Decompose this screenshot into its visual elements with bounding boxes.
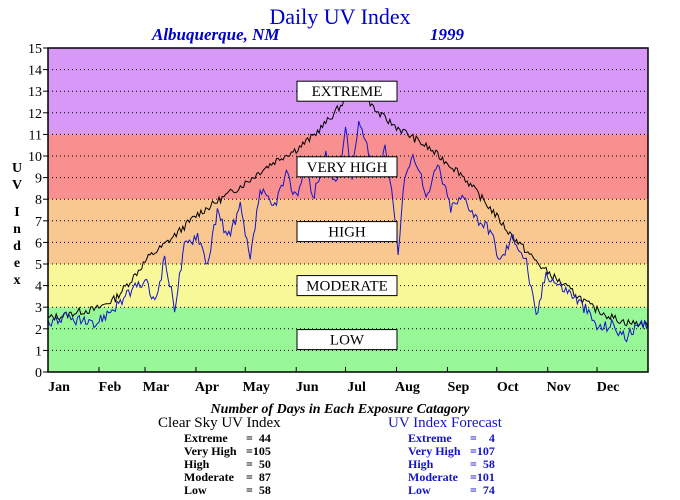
- x-tick-label: Feb: [99, 380, 122, 395]
- band-label-high: HIGH: [296, 221, 398, 243]
- chart-location: Albuquerque, NM: [152, 25, 280, 44]
- forecast-heading: UV Index Forecast: [388, 415, 502, 431]
- forecast-row-label: High: [408, 457, 434, 471]
- x-tick-label: Nov: [547, 380, 571, 395]
- clear-sky-row: Moderate = 87: [184, 471, 281, 484]
- forecast-row-value: = 4: [470, 431, 495, 445]
- clear-sky-row-label: Moderate: [184, 470, 234, 484]
- clear-sky-row-value: = 58: [246, 483, 271, 497]
- clear-sky-row-value: = 44: [246, 431, 271, 445]
- x-tick-label: Dec: [597, 380, 620, 395]
- forecast-row: High = 58: [408, 458, 502, 471]
- y-axis-label-letter: n: [13, 222, 21, 237]
- svg-text:EXTREME: EXTREME: [312, 84, 383, 100]
- forecast-row-value: =101: [470, 470, 495, 484]
- y-tick-label: 12: [28, 107, 42, 122]
- forecast-row-label: Moderate: [408, 470, 458, 484]
- y-axis-label-letter: d: [13, 239, 21, 254]
- y-axis-label-letter: e: [13, 256, 21, 271]
- band-label-low: LOW: [296, 329, 398, 351]
- svg-text:LOW: LOW: [330, 333, 365, 349]
- forecast-row-value: = 74: [470, 483, 495, 497]
- y-tick-label: 5: [35, 258, 42, 273]
- band-label-very-high: VERY HIGH: [296, 156, 398, 178]
- plot-frame: [47, 47, 649, 373]
- clear-sky-row: Extreme = 44: [184, 432, 281, 445]
- y-axis-label-letter: x: [13, 273, 21, 288]
- forecast-row: Moderate =101: [408, 471, 502, 484]
- forecast-row: Very High =107: [408, 445, 502, 458]
- y-axis-label-letter: V: [11, 178, 23, 193]
- svg-text:VERY HIGH: VERY HIGH: [307, 160, 388, 176]
- y-tick-label: 7: [35, 215, 42, 230]
- y-tick-label: 1: [35, 344, 42, 359]
- y-tick-label: 11: [29, 128, 42, 143]
- chart-year: 1999: [430, 25, 464, 44]
- y-tick-label: 2: [35, 323, 42, 338]
- y-tick-label: 0: [35, 366, 42, 381]
- x-tick-label: Jul: [347, 380, 366, 395]
- forecast-row-value: = 58: [470, 457, 495, 471]
- y-tick-label: 10: [28, 150, 42, 165]
- forecast-row-value: =107: [470, 444, 495, 458]
- forecast-row-label: Extreme: [408, 431, 452, 445]
- clear-sky-row-label: Very High: [184, 444, 237, 458]
- forecast-row-label: Low: [408, 483, 431, 497]
- x-tick-label: Jan: [48, 380, 70, 395]
- band-label-extreme: EXTREME: [296, 80, 398, 102]
- clear-sky-row-label: Low: [184, 483, 207, 497]
- y-tick-label: 4: [35, 280, 42, 295]
- y-tick-label: 14: [28, 64, 42, 79]
- chart-title: Daily UV Index: [269, 4, 411, 29]
- y-tick-label: 9: [35, 172, 42, 187]
- band-label-moderate: MODERATE: [296, 275, 398, 297]
- forecast-row: Extreme = 4: [408, 432, 502, 445]
- x-tick-label: Sep: [448, 380, 470, 395]
- x-tick-label: Mar: [143, 380, 169, 395]
- y-tick-label: 6: [35, 236, 42, 251]
- clear-sky-row-value: = 50: [246, 457, 271, 471]
- x-tick-label: May: [243, 380, 270, 395]
- y-axis-label-letter: I: [14, 205, 20, 220]
- x-tick-label: Oct: [497, 380, 519, 395]
- clear-sky-row-label: Extreme: [184, 431, 228, 445]
- clear-sky-row-value: = 87: [246, 470, 271, 484]
- y-tick-label: 3: [35, 301, 42, 316]
- x-tick-label: Apr: [195, 380, 219, 395]
- forecast-series-line: [47, 121, 649, 343]
- y-tick-label: 8: [35, 193, 42, 208]
- stats-title: Number of Days in Each Exposure Catagory: [210, 402, 470, 417]
- y-axis-label-letter: U: [11, 161, 23, 176]
- y-tick-label: 15: [28, 42, 42, 57]
- clear-sky-row-value: =105: [246, 444, 271, 458]
- clear-sky-row: High = 50: [184, 458, 281, 471]
- y-tick-label: 13: [28, 85, 42, 100]
- forecast-panel: UV Index Forecast Extreme = 4 Very High =10…: [388, 415, 502, 497]
- clear-sky-row-label: High: [184, 457, 210, 471]
- clear-sky-row: Very High =105: [184, 445, 281, 458]
- svg-text:HIGH: HIGH: [328, 225, 366, 241]
- clear-sky-row: Low = 58: [184, 484, 281, 497]
- svg-text:MODERATE: MODERATE: [306, 279, 388, 295]
- forecast-row-label: Very High: [408, 444, 461, 458]
- x-tick-label: Jun: [296, 380, 319, 395]
- forecast-row: Low = 74: [408, 484, 502, 497]
- clear-sky-panel: Clear Sky UV Index Extreme = 44 Very High =…: [158, 415, 281, 497]
- clear-sky-heading: Clear Sky UV Index: [158, 415, 281, 431]
- x-tick-label: Aug: [395, 380, 420, 395]
